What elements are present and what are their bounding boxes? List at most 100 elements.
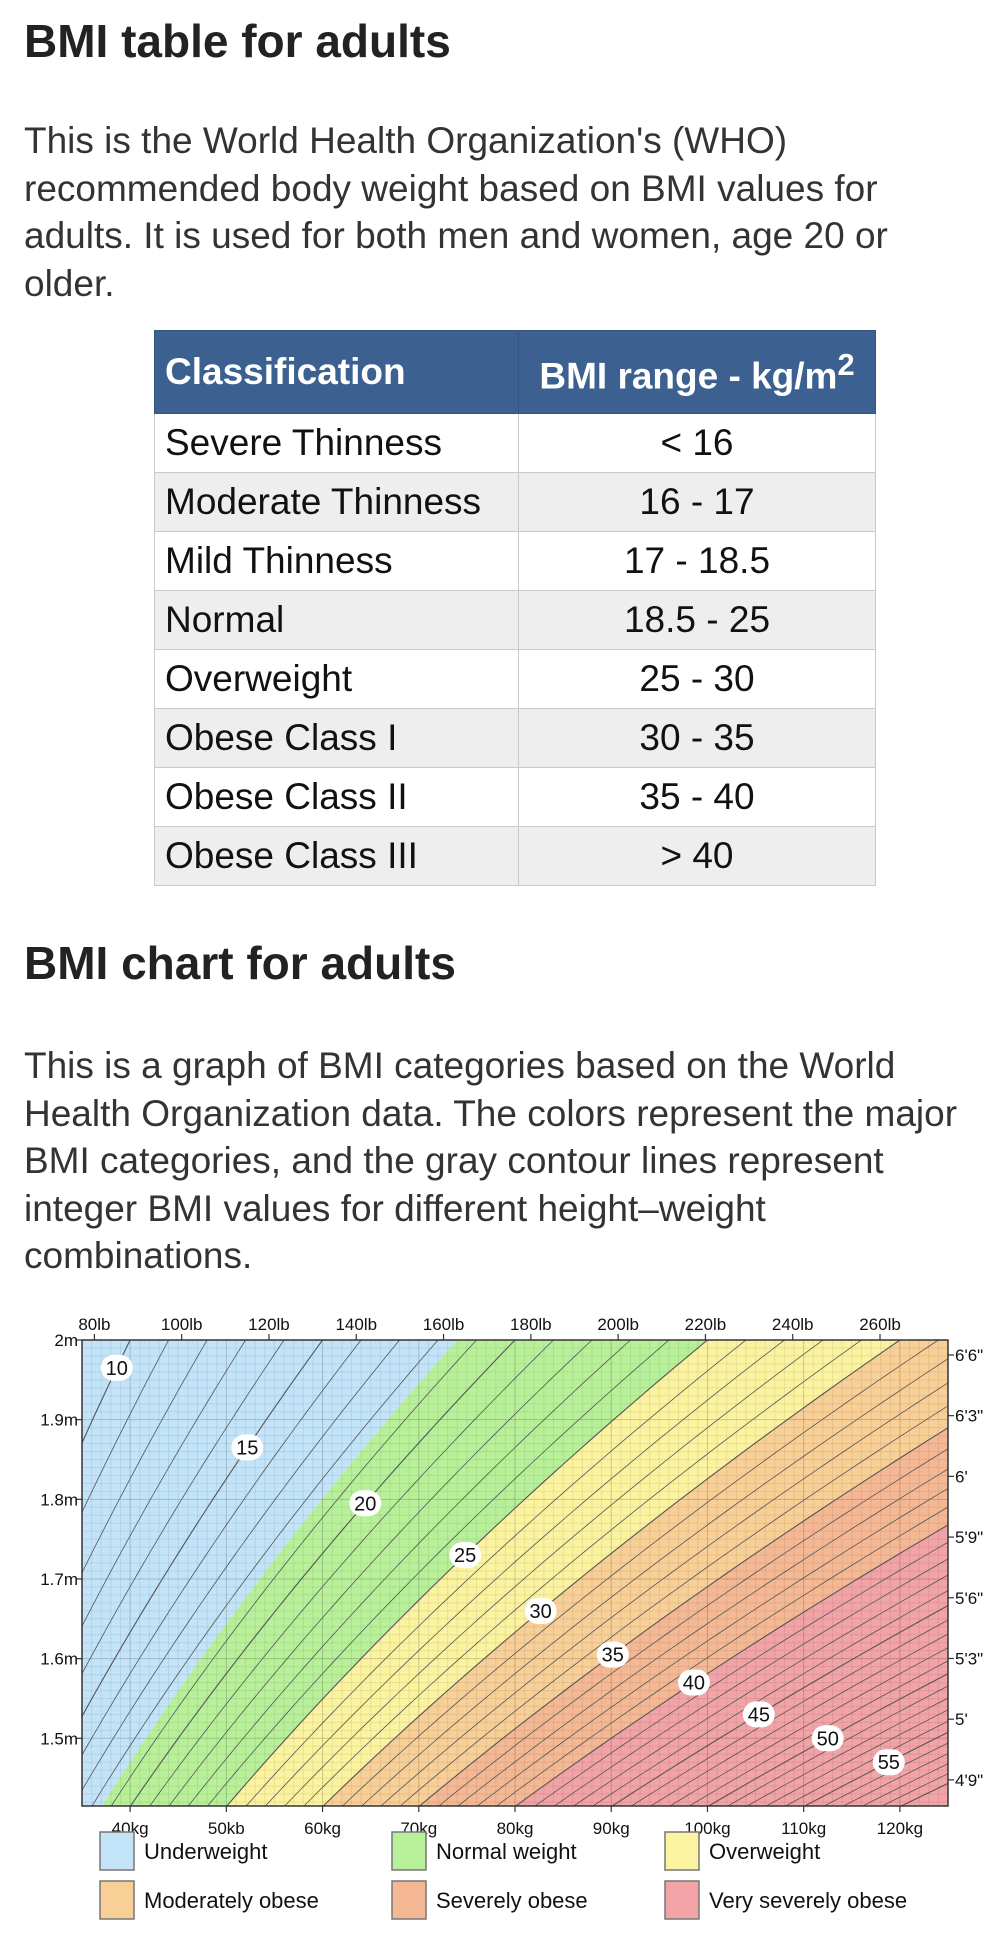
contour-line	[82, 1340, 131, 1445]
legend-item: Overweight	[664, 1831, 820, 1871]
bmi-range-cell: > 40	[518, 826, 876, 886]
contour-label: 10	[100, 1354, 133, 1381]
x-tick-label: 90kg	[593, 1819, 630, 1838]
table-row: Overweight 25 - 30	[154, 649, 876, 709]
category-band-severely-obese	[419, 1427, 948, 1806]
contour-line	[400, 1405, 948, 1806]
bmi-range-cell: < 16	[518, 413, 876, 473]
bmi-category-bands	[82, 1340, 948, 1806]
legend-label: Underweight	[144, 1839, 268, 1864]
contour-line	[746, 1697, 948, 1806]
top-tick-label: 220lb	[685, 1315, 727, 1334]
contour-label: 55	[872, 1749, 905, 1776]
x-tick-label: 50kb	[208, 1819, 245, 1838]
x-tick-label: 110kg	[781, 1819, 826, 1838]
right-tick-label: 5'9"	[955, 1528, 983, 1547]
top-tick-label: 120lb	[248, 1315, 290, 1334]
table-row: Obese Class III > 40	[154, 826, 876, 886]
contour-line	[284, 1340, 824, 1806]
top-tick-label: 260lb	[859, 1315, 901, 1334]
legend-swatch	[391, 1880, 427, 1920]
top-tick-label: 100lb	[161, 1315, 203, 1334]
table-section-description: This is the World Health Organization's …	[24, 120, 888, 304]
right-tick-label: 6'	[955, 1467, 968, 1486]
table-row: Obese Class II 35 - 40	[154, 767, 876, 827]
contour-line	[322, 1340, 901, 1806]
contour-label-text: 20	[354, 1493, 376, 1515]
category-band-moderately-obese	[323, 1340, 948, 1806]
chart-axes: 40kg 50kb 60kg 70kg 80kg 90kg 100kg 110kg 120kg1…	[40, 1315, 983, 1838]
contour-label-bg	[872, 1749, 905, 1776]
right-tick-label: 6'3"	[955, 1407, 983, 1426]
y-tick-label: 1.9m	[40, 1411, 78, 1430]
right-tick-label: 4'9"	[955, 1771, 983, 1790]
chart-grid	[82, 1340, 948, 1806]
top-tick-label: 200lb	[597, 1315, 639, 1334]
category-band-overweight	[226, 1340, 900, 1806]
contour-label-text: 55	[878, 1752, 900, 1774]
contour-labels: 10 15 20 25 30 35 40 45 50 55	[100, 1354, 905, 1776]
category-band-normal-weight	[101, 1340, 708, 1806]
table-body: Severe Thinness < 16 Moderate Thinness 16 -…	[154, 413, 876, 886]
classification-cell: Overweight	[154, 649, 519, 709]
top-tick-label: 80lb	[78, 1315, 110, 1334]
chart-section-title: BMI chart for adults	[24, 937, 456, 989]
contour-line	[380, 1382, 948, 1806]
table-section-title: BMI table for adults	[24, 15, 451, 67]
contour-line	[534, 1541, 948, 1806]
contour-line	[457, 1468, 948, 1806]
contour-line	[303, 1340, 862, 1806]
bmi-classification-table: Classification BMI range - kg/m2 Severe …	[154, 330, 876, 886]
bmi-range-cell: 16 - 17	[518, 472, 876, 532]
top-tick-label: 140lb	[335, 1315, 377, 1334]
right-tick-label: 5'3"	[955, 1649, 983, 1668]
contour-line	[573, 1574, 948, 1806]
classification-cell: Moderate Thinness	[154, 472, 519, 532]
legend-swatch	[664, 1831, 700, 1871]
table-row: Normal 18.5 - 25	[154, 590, 876, 650]
contour-line	[188, 1340, 631, 1806]
contour-label: 50	[811, 1725, 844, 1752]
contour-line	[342, 1340, 939, 1806]
contour-line	[631, 1619, 948, 1806]
right-tick-label: 6'6"	[955, 1346, 983, 1365]
category-band-underweight	[82, 1340, 458, 1806]
legend-label: Normal weight	[436, 1839, 577, 1864]
contour-label-text: 45	[748, 1704, 770, 1726]
contour-line	[82, 1340, 208, 1574]
contour-line	[265, 1340, 785, 1806]
contour-label-bg	[349, 1490, 382, 1517]
column-header-bmi-range: BMI range - kg/m2	[518, 330, 876, 414]
legend-swatch	[391, 1831, 427, 1871]
legend-item: Moderately obese	[99, 1880, 319, 1920]
right-tick-label: 5'6"	[955, 1589, 983, 1608]
bmi-range-cell: 25 - 30	[518, 649, 876, 709]
top-tick-label: 180lb	[510, 1315, 552, 1334]
contour-label-bg	[524, 1597, 557, 1624]
contour-line	[554, 1558, 948, 1806]
table-row: Obese Class I 30 - 35	[154, 708, 876, 768]
contour-label: 15	[231, 1434, 264, 1461]
table-header-row: Classification BMI range - kg/m2	[154, 330, 876, 414]
x-tick-label: 120kg	[877, 1819, 923, 1838]
legend-label: Very severely obese	[709, 1888, 907, 1913]
contour-label-text: 40	[683, 1673, 705, 1695]
bmi-range-cell: 18.5 - 25	[518, 590, 876, 650]
legend-swatch	[99, 1880, 135, 1920]
contour-line	[82, 1340, 169, 1514]
x-tick-label: 60kg	[304, 1819, 341, 1838]
legend-label: Overweight	[709, 1839, 820, 1864]
contour-line	[149, 1340, 554, 1806]
contour-line	[515, 1524, 948, 1806]
bmi-range-cell: 35 - 40	[518, 767, 876, 827]
contour-line	[110, 1340, 477, 1806]
x-tick-label: 80kg	[497, 1819, 534, 1838]
table-row: Moderate Thinness 16 - 17	[154, 472, 876, 532]
chart-legend: Underweight Normal weight Overweight Modera…	[99, 1831, 907, 1920]
contour-line	[82, 1340, 400, 1791]
bmi-range-cell: 17 - 18.5	[518, 531, 876, 591]
classification-cell: Obese Class II	[154, 767, 519, 827]
contour-line	[438, 1448, 948, 1806]
contour-line	[766, 1709, 948, 1806]
contour-label-text: 15	[236, 1438, 258, 1460]
